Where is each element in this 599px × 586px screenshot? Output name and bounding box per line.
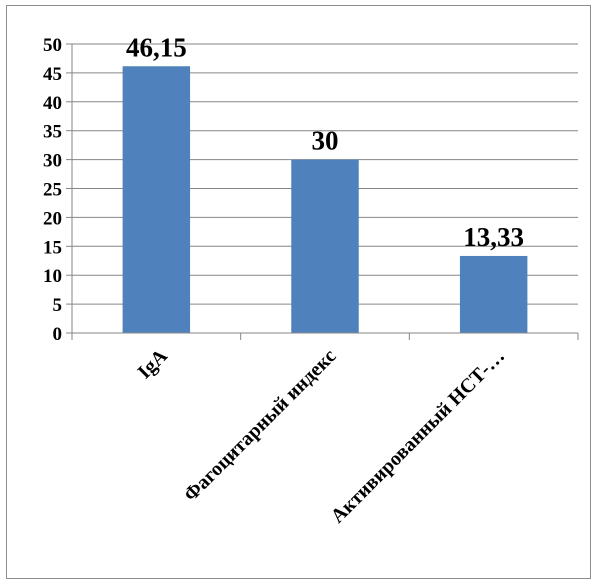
bar [291, 159, 359, 333]
y-tick-label: 50 [43, 35, 62, 56]
y-tick-label: 40 [43, 93, 62, 114]
y-tick-label: 15 [43, 237, 62, 258]
bars [122, 66, 528, 334]
category-label: IgA [134, 345, 173, 384]
y-tick-label: 5 [53, 295, 63, 316]
category-label: Фагоцитарный индекс [180, 345, 341, 506]
data-label: 13,33 [463, 222, 524, 252]
data-label: 46,15 [126, 32, 187, 62]
y-tick-label: 10 [43, 266, 62, 287]
bar [122, 66, 191, 334]
y-tick-label: 0 [53, 324, 63, 345]
y-tick-label: 45 [43, 64, 62, 85]
y-tick-label: 25 [43, 180, 62, 201]
data-label: 30 [312, 126, 339, 156]
bar [459, 255, 528, 333]
y-tick-labels: 0 5 10 15 20 25 30 35 40 45 50 [43, 35, 62, 345]
y-tick-label: 30 [43, 151, 62, 172]
data-labels: 46,15 30 13,33 [126, 32, 524, 252]
y-tick-label: 35 [43, 122, 62, 143]
axes [71, 44, 579, 340]
category-label: Активированный НСТ-… [327, 345, 510, 528]
y-tick-label: 20 [43, 208, 62, 229]
